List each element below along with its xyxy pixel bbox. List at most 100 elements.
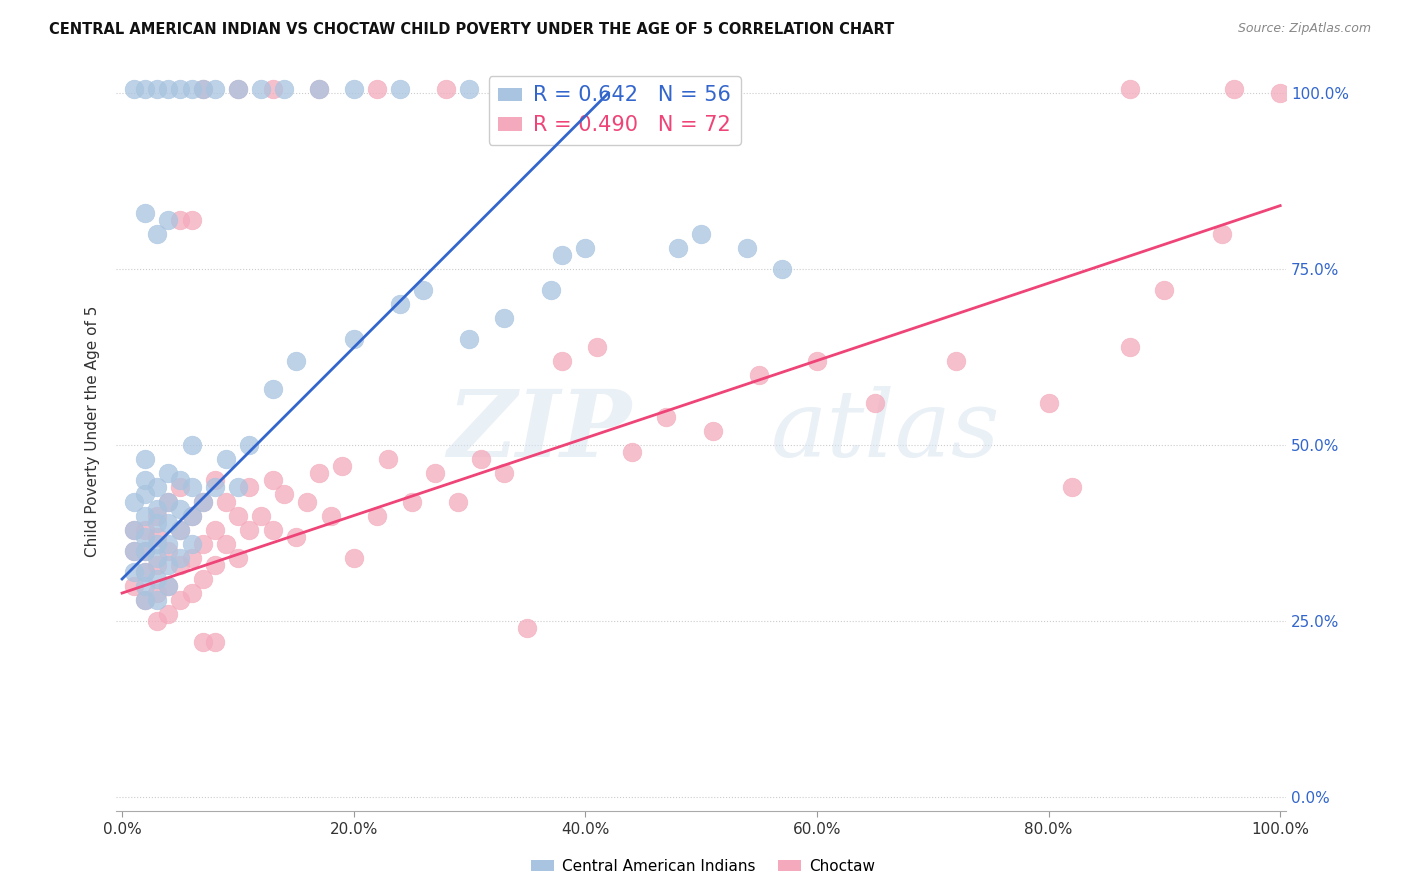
Point xyxy=(146,572,169,586)
Point xyxy=(134,565,156,579)
Point xyxy=(204,82,226,96)
Point xyxy=(180,82,202,96)
Point xyxy=(770,262,793,277)
Point xyxy=(169,474,191,488)
Point xyxy=(226,82,249,96)
Point xyxy=(330,459,353,474)
Point xyxy=(434,82,457,96)
Point xyxy=(204,474,226,488)
Point xyxy=(308,82,330,96)
Point xyxy=(609,82,631,96)
Point xyxy=(366,508,388,523)
Point xyxy=(157,516,180,530)
Point xyxy=(702,424,724,438)
Point xyxy=(690,227,713,241)
Point xyxy=(516,82,538,96)
Point xyxy=(516,82,538,96)
Point xyxy=(319,508,342,523)
Point xyxy=(1038,396,1060,410)
Point xyxy=(250,508,273,523)
Point xyxy=(157,579,180,593)
Text: CENTRAL AMERICAN INDIAN VS CHOCTAW CHILD POVERTY UNDER THE AGE OF 5 CORRELATION : CENTRAL AMERICAN INDIAN VS CHOCTAW CHILD… xyxy=(49,22,894,37)
Point xyxy=(423,467,446,481)
Point xyxy=(157,558,180,572)
Point xyxy=(180,537,202,551)
Point xyxy=(458,82,481,96)
Point xyxy=(273,487,295,501)
Point xyxy=(169,501,191,516)
Point xyxy=(122,523,145,537)
Point xyxy=(284,530,307,544)
Point xyxy=(169,550,191,565)
Point xyxy=(157,82,180,96)
Point xyxy=(180,586,202,600)
Point xyxy=(284,353,307,368)
Point xyxy=(122,494,145,508)
Point xyxy=(389,82,412,96)
Point xyxy=(122,544,145,558)
Point xyxy=(366,82,388,96)
Point xyxy=(157,579,180,593)
Point xyxy=(494,311,516,326)
Point xyxy=(134,530,156,544)
Point xyxy=(574,241,596,255)
Point xyxy=(146,614,169,628)
Point xyxy=(863,396,886,410)
Point xyxy=(308,467,330,481)
Point xyxy=(238,438,260,452)
Point xyxy=(122,544,145,558)
Point xyxy=(238,480,260,494)
Point xyxy=(586,339,609,353)
Point xyxy=(169,558,191,572)
Point xyxy=(180,508,202,523)
Point xyxy=(215,537,238,551)
Point xyxy=(1060,480,1083,494)
Point xyxy=(343,550,366,565)
Point xyxy=(215,452,238,467)
Point xyxy=(169,523,191,537)
Point xyxy=(122,82,145,96)
Point xyxy=(134,544,156,558)
Point xyxy=(122,565,145,579)
Point xyxy=(134,508,156,523)
Point xyxy=(1153,283,1175,297)
Point xyxy=(191,635,214,649)
Point xyxy=(169,480,191,494)
Point xyxy=(401,494,423,508)
Point xyxy=(1118,82,1140,96)
Point xyxy=(1118,339,1140,353)
Text: Source: ZipAtlas.com: Source: ZipAtlas.com xyxy=(1237,22,1371,36)
Point xyxy=(134,593,156,607)
Point xyxy=(169,593,191,607)
Point xyxy=(666,241,689,255)
Point xyxy=(377,452,399,467)
Point xyxy=(134,452,156,467)
Point xyxy=(238,523,260,537)
Point xyxy=(157,467,180,481)
Point xyxy=(134,544,156,558)
Point xyxy=(134,593,156,607)
Point xyxy=(297,494,319,508)
Point xyxy=(191,494,214,508)
Legend: Central American Indians, Choctaw: Central American Indians, Choctaw xyxy=(524,853,882,880)
Point xyxy=(262,523,284,537)
Point xyxy=(191,494,214,508)
Point xyxy=(134,487,156,501)
Point xyxy=(180,212,202,227)
Point xyxy=(262,474,284,488)
Point xyxy=(134,523,156,537)
Point xyxy=(226,480,249,494)
Point xyxy=(134,474,156,488)
Point xyxy=(157,537,180,551)
Point xyxy=(146,586,169,600)
Point xyxy=(146,537,169,551)
Point xyxy=(122,579,145,593)
Point xyxy=(204,558,226,572)
Point xyxy=(191,82,214,96)
Point xyxy=(146,508,169,523)
Point xyxy=(146,530,169,544)
Point xyxy=(748,368,770,382)
Point xyxy=(146,501,169,516)
Point xyxy=(806,353,828,368)
Point xyxy=(226,508,249,523)
